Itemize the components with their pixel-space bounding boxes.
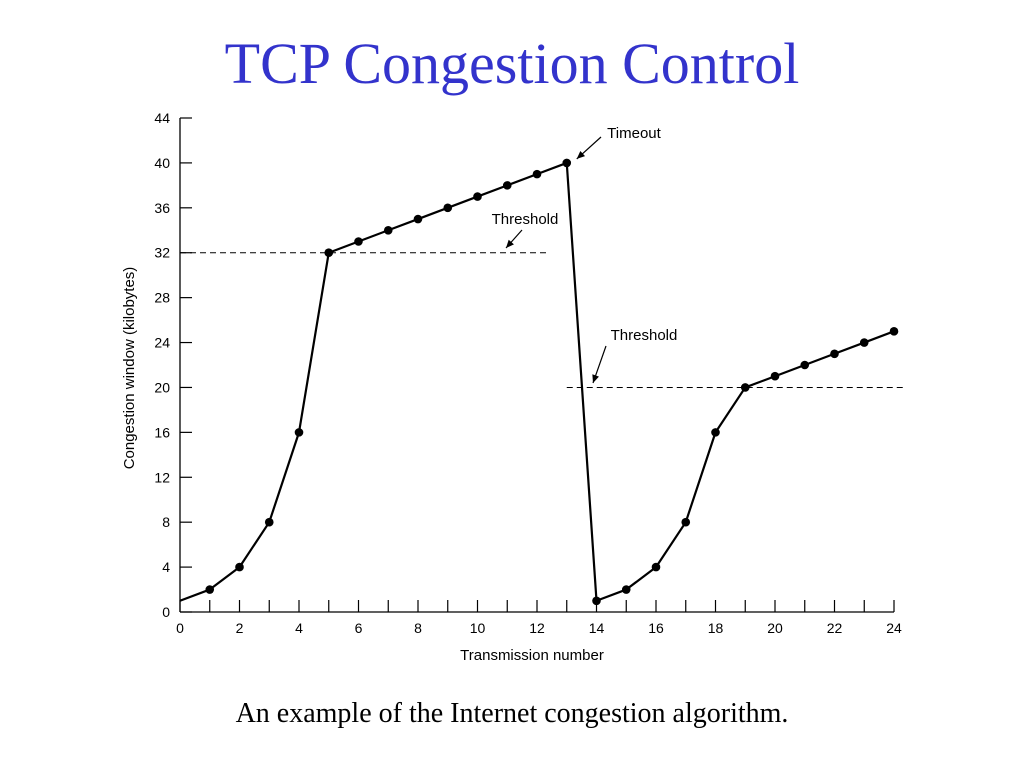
data-series [179,158,899,606]
y-tick-label: 32 [154,245,170,261]
data-point [354,237,363,246]
data-point [889,327,899,336]
data-point [592,596,601,606]
threshold-lines [180,252,903,388]
series-line [179,161,895,602]
y-axis: 0 4 8 12 16 20 24 28 32 36 40 44 [154,110,192,620]
x-tick-label: 24 [886,620,902,636]
data-point [770,371,780,381]
timeout-label: Timeout [607,125,661,142]
x-axis-label: Transmission number [460,647,604,664]
x-tick-label: 0 [176,620,184,636]
threshold-arrowhead [506,239,514,248]
data-point [473,192,482,201]
x-tick-label: 10 [470,620,486,636]
data-point [859,338,869,347]
data-point [681,517,691,527]
x-tick-label: 18 [708,620,724,636]
x-tick-label: 2 [236,620,244,636]
x-tick-label: 14 [589,620,605,636]
y-tick-label: 12 [154,469,170,485]
y-tick-label: 28 [154,290,170,306]
x-tick-label: 12 [529,620,545,636]
x-tick-label: 22 [827,620,843,636]
data-point [443,203,453,213]
y-tick-label: 24 [154,335,170,351]
slide-title: TCP Congestion Control [224,31,800,96]
x-tick-label: 4 [295,620,303,636]
data-point [532,169,542,179]
data-point [711,428,720,437]
data-point [294,428,304,437]
data-point [383,225,393,235]
y-tick-label: 8 [162,514,170,530]
y-tick-label: 0 [162,604,170,620]
data-point [205,585,215,594]
x-tick-label: 8 [414,620,422,636]
data-point [324,248,334,258]
x-tick-label: 6 [355,620,363,636]
threshold-label: Threshold [611,327,678,344]
threshold-arrowhead [592,374,599,383]
timeout-arrowhead [576,150,586,159]
y-tick-label: 20 [154,379,170,395]
y-tick-label: 16 [154,424,170,440]
data-point [800,360,810,370]
caption: An example of the Internet congestion al… [235,698,789,729]
data-point [562,158,572,168]
data-point [413,214,423,224]
x-tick-label: 20 [767,620,783,636]
x-axis: 0 2 4 6 8 10 12 14 16 18 20 22 24 [176,600,902,636]
y-tick-label: 44 [154,110,170,126]
data-point [235,562,244,572]
y-tick-label: 40 [154,155,170,171]
threshold-label: Threshold [492,211,559,228]
x-tick-label: 16 [648,620,664,636]
data-point [502,181,512,190]
data-point [740,383,750,392]
y-tick-label: 4 [162,559,170,575]
annotations: Threshold Threshold Timeout [492,125,678,384]
y-axis-label: Congestion window (kilobytes) [121,267,138,470]
data-point [651,562,661,572]
y-tick-label: 36 [154,200,170,216]
data-point [621,585,631,594]
data-point [830,349,839,359]
data-point [264,517,274,527]
